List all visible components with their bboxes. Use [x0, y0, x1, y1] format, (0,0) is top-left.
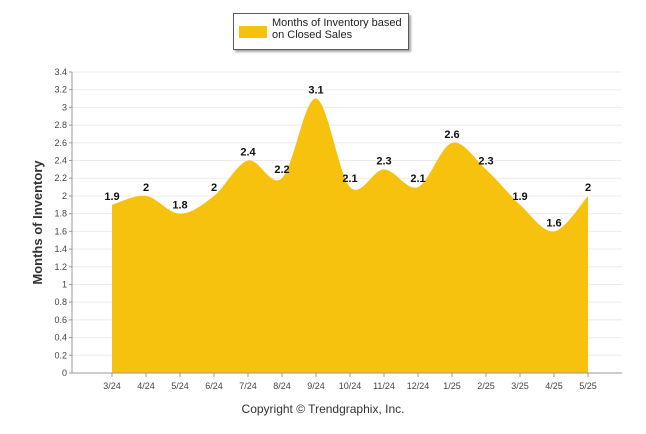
- x-tick-label: 1/25: [443, 381, 461, 391]
- data-label: 2: [211, 182, 217, 194]
- y-tick-label: 1.4: [54, 244, 67, 254]
- x-tick-label: 11/24: [373, 381, 395, 391]
- data-label: 2.2: [274, 164, 289, 176]
- y-tick-label: 3.4: [54, 67, 67, 77]
- data-label: 2.1: [410, 173, 425, 185]
- y-tick-label: 1.2: [54, 262, 67, 272]
- y-tick-label: 2.2: [54, 173, 67, 183]
- y-tick-label: 1: [62, 279, 67, 289]
- data-label: 2: [143, 182, 149, 194]
- y-tick-label: 0.2: [54, 350, 67, 360]
- data-label: 3.1: [308, 85, 323, 97]
- y-tick-label: 0.8: [54, 297, 67, 307]
- area-series-fill: [112, 98, 588, 374]
- data-label: 2.3: [376, 155, 391, 167]
- x-tick-label: 2/25: [477, 381, 495, 391]
- legend-label: Months of Inventory based on Closed Sale…: [272, 17, 402, 41]
- copyright-footer: Copyright © Trendgraphix, Inc.: [241, 402, 405, 416]
- y-tick-label: 2.8: [54, 120, 67, 130]
- legend-swatch: [239, 26, 267, 38]
- y-tick-label: 2: [62, 191, 67, 201]
- data-label: 2.3: [478, 155, 493, 167]
- data-label: 2: [585, 182, 591, 194]
- data-label: 2.4: [240, 147, 256, 159]
- data-label: 2.6: [444, 129, 459, 141]
- y-axis: 0 0.2 0.4 0.6 0.8 1 1.2 1.4 1.6 1.8 2 2.2 2.4 2.6 2.8 3…: [54, 67, 73, 378]
- x-tick-label: 9/24: [307, 381, 325, 391]
- data-label: 1.6: [546, 217, 561, 229]
- y-tick-label: 2.4: [54, 156, 67, 166]
- x-tick-label: 3/24: [103, 381, 121, 391]
- x-tick-label: 3/25: [511, 381, 529, 391]
- data-label: 1.9: [512, 191, 527, 203]
- y-tick-label: 0.4: [54, 333, 67, 343]
- y-tick-label: 3: [62, 102, 67, 112]
- data-label: 2.1: [342, 173, 357, 185]
- legend: Months of Inventory based on Closed Sale…: [233, 13, 409, 50]
- x-tick-label: 8/24: [273, 381, 291, 391]
- y-tick-label: 3.2: [54, 85, 67, 95]
- y-tick-label: 2.6: [54, 138, 67, 148]
- y-tick-label: 1.8: [54, 209, 67, 219]
- x-tick-label: 10/24: [339, 381, 362, 391]
- y-tick-label: 0: [62, 368, 67, 378]
- x-tick-label: 4/24: [137, 381, 155, 391]
- x-tick-label: 5/25: [579, 381, 597, 391]
- x-tick-label: 6/24: [205, 381, 223, 391]
- y-tick-label: 1.6: [54, 226, 67, 236]
- series-area: [112, 98, 588, 374]
- y-axis-title: Months of Inventory: [30, 160, 45, 285]
- x-tick-label: 7/24: [239, 381, 257, 391]
- x-axis: 3/24 4/24 5/24 6/24 7/24 8/24 9/24 10/24 11/24 12…: [72, 372, 622, 391]
- y-tick-label: 0.6: [54, 315, 67, 325]
- data-labels: 1.9 2 1.8 2 2.4 2.2 3.1 2.1 2.3 2.1 2.6 2.3 1.9 1.6 2: [104, 85, 591, 230]
- x-tick-label: 5/24: [171, 381, 189, 391]
- x-tick-label: 12/24: [407, 381, 430, 391]
- data-label: 1.8: [172, 200, 187, 212]
- data-label: 1.9: [104, 191, 119, 203]
- x-tick-label: 4/25: [545, 381, 563, 391]
